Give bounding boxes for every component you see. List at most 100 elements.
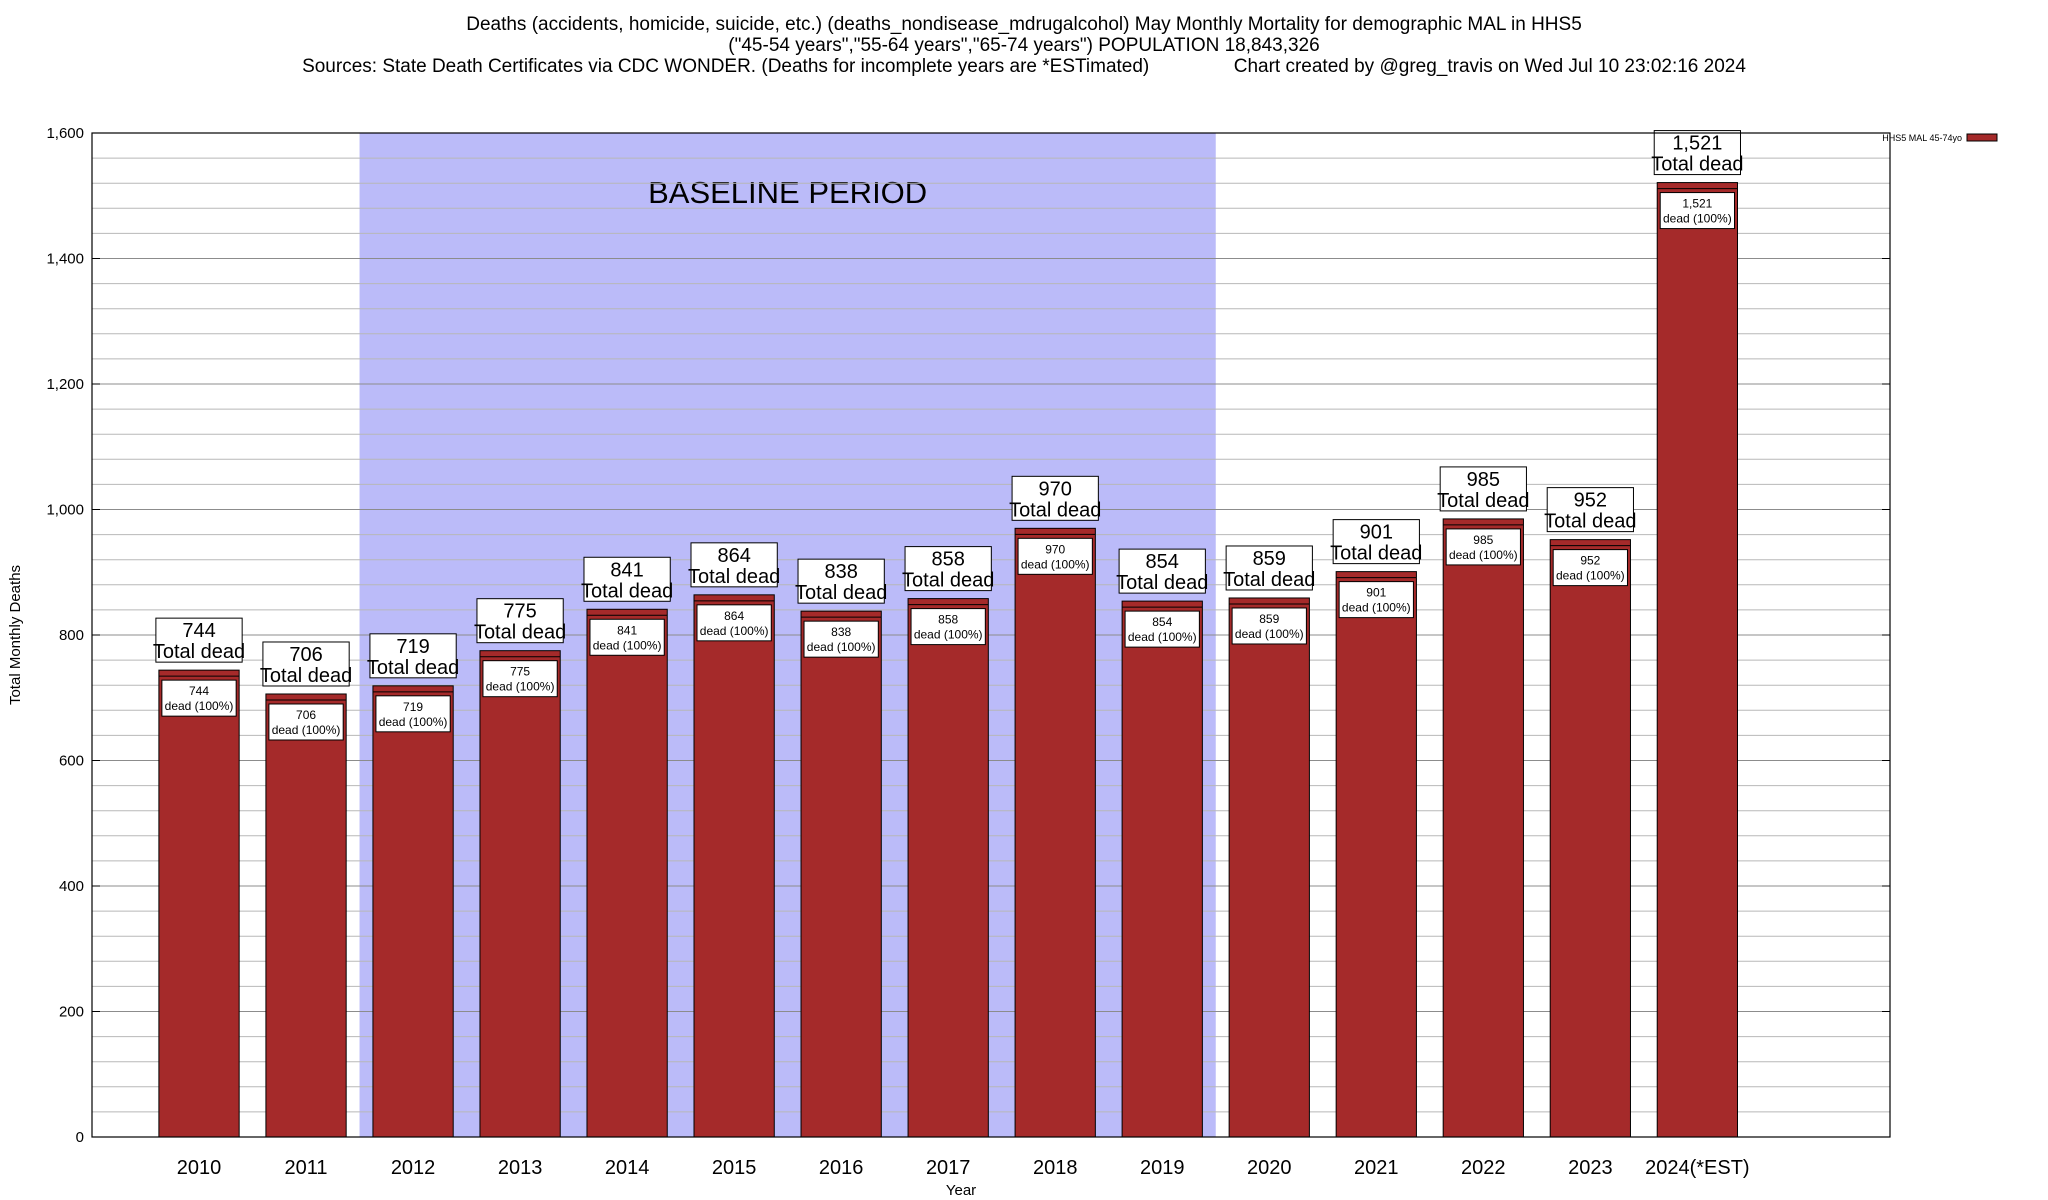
bar-2014 bbox=[586, 608, 668, 1138]
x-tick-label-2011: 2011 bbox=[285, 1157, 328, 1179]
x-tick-label-2015: 2015 bbox=[712, 1157, 757, 1179]
x-tick-label-2016: 2016 bbox=[819, 1157, 864, 1179]
total-value-label: 838 bbox=[824, 561, 857, 583]
inner-label-box bbox=[1445, 528, 1521, 566]
inner-value-label: 775 bbox=[510, 665, 530, 679]
total-value-label: 1,521 bbox=[1672, 133, 1722, 155]
inner-percent-label: dead (100%) bbox=[593, 638, 662, 652]
total-dead-label: Total dead bbox=[795, 582, 887, 604]
inner-value-label: 719 bbox=[403, 700, 423, 714]
y-tick-label: 200 bbox=[59, 1004, 84, 1021]
total-dead-label: Total dead bbox=[688, 566, 780, 588]
total-dead-label: Total dead bbox=[1544, 511, 1636, 533]
inner-percent-label: dead (100%) bbox=[1342, 601, 1411, 615]
inner-percent-label: dead (100%) bbox=[1449, 548, 1518, 562]
total-dead-label: Total dead bbox=[260, 665, 352, 687]
total-dead-label: Total dead bbox=[367, 657, 459, 679]
bar-2019 bbox=[1121, 600, 1203, 1138]
inner-value-label: 744 bbox=[189, 684, 209, 698]
y-tick-label: 800 bbox=[59, 627, 84, 644]
total-label-box bbox=[1546, 487, 1634, 533]
total-value-label: 970 bbox=[1039, 478, 1072, 500]
x-tick-label-2019: 2019 bbox=[1140, 1157, 1185, 1179]
bar-2024(*EST) bbox=[1656, 182, 1738, 1138]
inner-percent-label: dead (100%) bbox=[914, 628, 983, 642]
bar-2016 bbox=[800, 610, 882, 1138]
inner-value-label: 864 bbox=[724, 609, 744, 623]
inner-percent-label: dead (100%) bbox=[1663, 212, 1732, 226]
total-value-label: 854 bbox=[1146, 551, 1179, 573]
inner-value-label: 970 bbox=[1045, 542, 1065, 556]
x-axis-label: Year bbox=[946, 1182, 976, 1199]
x-tick-label-2012: 2012 bbox=[391, 1157, 436, 1179]
baseline-period-label: BASELINE PERIOD bbox=[648, 175, 927, 210]
y-tick-label: 1,600 bbox=[46, 125, 84, 142]
inner-value-label: 985 bbox=[1473, 533, 1493, 547]
total-label-box bbox=[262, 641, 350, 687]
inner-label-box bbox=[803, 620, 879, 658]
total-value-label: 858 bbox=[932, 549, 965, 571]
inner-value-label: 859 bbox=[1259, 612, 1279, 626]
y-tick-label: 1,200 bbox=[46, 376, 84, 393]
inner-percent-label: dead (100%) bbox=[165, 699, 234, 713]
total-value-label: 901 bbox=[1360, 522, 1393, 544]
x-tick-label-2021: 2021 bbox=[1354, 1157, 1399, 1179]
total-label-box bbox=[476, 598, 564, 644]
bar-2013 bbox=[479, 650, 561, 1138]
bar-2015 bbox=[693, 594, 775, 1138]
bar-2020 bbox=[1228, 597, 1310, 1138]
chart-title-line-1: Deaths (accidents, homicide, suicide, et… bbox=[466, 14, 1582, 35]
bar-2010 bbox=[158, 669, 240, 1138]
total-label-box bbox=[1118, 548, 1206, 594]
total-value-label: 841 bbox=[610, 559, 643, 581]
x-tick-label-2020: 2020 bbox=[1247, 1157, 1292, 1179]
inner-value-label: 858 bbox=[938, 613, 958, 627]
total-dead-label: Total dead bbox=[1330, 543, 1422, 565]
bar-2018 bbox=[1014, 527, 1096, 1138]
y-tick-label: 400 bbox=[59, 878, 84, 895]
inner-value-label: 901 bbox=[1366, 586, 1386, 600]
x-tick-label-2013: 2013 bbox=[498, 1157, 543, 1179]
total-value-label: 744 bbox=[182, 620, 215, 642]
inner-percent-label: dead (100%) bbox=[379, 715, 448, 729]
x-tick-label-2022: 2022 bbox=[1461, 1157, 1506, 1179]
inner-percent-label: dead (100%) bbox=[807, 640, 876, 654]
inner-label-box bbox=[375, 695, 451, 733]
total-label-box bbox=[1653, 130, 1741, 176]
bar-2022 bbox=[1442, 518, 1524, 1138]
inner-percent-label: dead (100%) bbox=[1556, 569, 1625, 583]
inner-percent-label: dead (100%) bbox=[1021, 557, 1090, 571]
x-tick-label-2017: 2017 bbox=[926, 1157, 971, 1179]
y-tick-label: 1,400 bbox=[46, 251, 84, 268]
inner-percent-label: dead (100%) bbox=[486, 680, 555, 694]
bar-2017 bbox=[907, 598, 989, 1138]
bar-2011 bbox=[265, 693, 347, 1138]
y-tick-label: 1,000 bbox=[46, 502, 84, 519]
total-dead-label: Total dead bbox=[1223, 569, 1315, 591]
chart-title-line-3: Sources: State Death Certificates via CD… bbox=[302, 56, 1746, 77]
x-tick-label-2014: 2014 bbox=[605, 1157, 650, 1179]
inner-label-box bbox=[1124, 610, 1200, 648]
bar-2023 bbox=[1549, 539, 1631, 1138]
legend-label: HHS5 MAL 45-74yo bbox=[1882, 133, 1962, 143]
inner-value-label: 706 bbox=[296, 708, 316, 722]
legend-swatch bbox=[1966, 133, 1998, 142]
y-tick-label: 0 bbox=[76, 1129, 84, 1146]
y-axis-label: Total Monthly Deaths bbox=[7, 565, 24, 705]
total-label-box bbox=[1332, 519, 1420, 565]
total-label-box bbox=[1011, 475, 1099, 521]
inner-value-label: 854 bbox=[1152, 615, 1172, 629]
total-dead-label: Total dead bbox=[1116, 572, 1208, 594]
total-value-label: 706 bbox=[289, 644, 322, 666]
total-label-box bbox=[155, 617, 243, 663]
total-dead-label: Total dead bbox=[1437, 490, 1529, 512]
inner-value-label: 952 bbox=[1580, 554, 1600, 568]
inner-value-label: 841 bbox=[617, 623, 637, 637]
x-tick-label-2024(*EST): 2024(*EST) bbox=[1645, 1157, 1750, 1179]
inner-label-box bbox=[1659, 192, 1735, 230]
inner-value-label: 838 bbox=[831, 625, 851, 639]
total-value-label: 985 bbox=[1467, 469, 1500, 491]
total-label-box bbox=[583, 556, 671, 602]
inner-label-box bbox=[589, 618, 665, 656]
